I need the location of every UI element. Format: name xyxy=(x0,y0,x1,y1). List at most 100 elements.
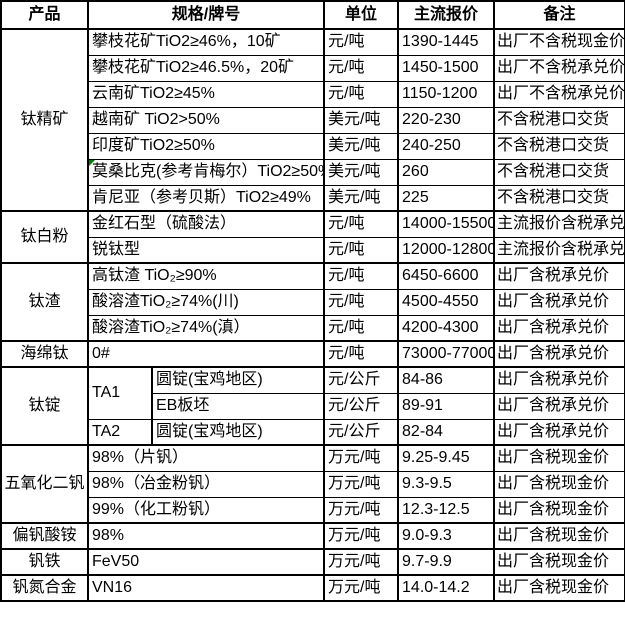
price-cell: 6450-6600 xyxy=(397,262,496,290)
price-cell: 220-230 xyxy=(397,106,496,134)
note-cell: 不含税港口交货 xyxy=(493,184,625,212)
unit-cell: 万元/吨 xyxy=(323,522,400,550)
price-cell: 82-84 xyxy=(397,418,496,446)
note-cell: 出厂含税现金价 xyxy=(493,444,625,472)
spec-cell: 金红石型（硫酸法） xyxy=(86,210,326,238)
price-cell: 1390-1445 xyxy=(397,28,496,56)
spec-cell: 莫桑比克(参考肯梅尔）TiO2≥50% xyxy=(86,158,326,186)
price-cell: 240-250 xyxy=(397,132,496,160)
spec-cell: 98%（冶金粉钒） xyxy=(86,470,326,498)
unit-cell: 元/吨 xyxy=(323,236,400,264)
product-cell: 钛渣 xyxy=(0,262,89,342)
spec-cell: 肯尼亚（参考贝斯）TiO2≥49% xyxy=(86,184,326,212)
note-cell: 出厂含税承兑价 xyxy=(493,366,625,394)
table-row: 钛白粉 金红石型（硫酸法） 元/吨 14000-15500 主流报价含税承兑 xyxy=(0,210,625,264)
comment-marker-triangle-icon xyxy=(90,160,95,166)
product-cell: 偏钒酸铵 xyxy=(0,522,89,550)
spec-cell: EB板坯 xyxy=(150,392,326,420)
table-row: 攀枝花矿TiO2≥46.5%，20矿 元/吨 1450-1500 出厂不含税承兑… xyxy=(1,54,625,82)
table-row: TA2 圆锭(宝鸡地区) 元/公斤 82-84 出厂含税承兑价 xyxy=(1,418,625,446)
note-cell: 出厂含税现金价 xyxy=(493,496,625,524)
unit-cell: 元/公斤 xyxy=(323,392,400,420)
note-cell: 出厂不含税承兑价 xyxy=(493,54,625,82)
col-header-price: 主流报价 xyxy=(397,0,496,30)
unit-cell: 万元/吨 xyxy=(323,574,400,602)
price-cell: 89-91 xyxy=(397,392,496,420)
table-row: 肯尼亚（参考贝斯）TiO2≥49% 美元/吨 225 不含税港口交货 xyxy=(1,184,625,212)
note-cell: 出厂含税承兑价 xyxy=(493,314,625,342)
unit-cell: 美元/吨 xyxy=(323,158,400,186)
unit-cell: 元/吨 xyxy=(323,54,400,82)
spec-cell: 圆锭(宝鸡地区) xyxy=(150,418,326,446)
table-row: 锐钛型 元/吨 12000-12800 主流报价含税承兑 xyxy=(1,236,625,264)
unit-cell: 美元/吨 xyxy=(323,132,400,160)
note-cell: 出厂不含税现金价 xyxy=(493,28,625,56)
note-cell: 主流报价含税承兑 xyxy=(493,210,625,238)
table-row: 越南矿 TiO2>50% 美元/吨 220-230 不含税港口交货 xyxy=(1,106,625,134)
table-row: 酸溶渣TiO₂≥74%(滇） 元/吨 4200-4300 出厂含税承兑价 xyxy=(1,314,625,342)
spec-cell: 酸溶渣TiO₂≥74%(滇） xyxy=(86,314,326,342)
price-cell: 260 xyxy=(397,158,496,186)
spec-cell: VN16 xyxy=(86,574,326,602)
unit-cell: 元/吨 xyxy=(323,28,400,56)
col-header-spec: 规格/牌号 xyxy=(86,0,326,30)
unit-cell: 元/公斤 xyxy=(323,418,400,446)
spec-cell: FeV50 xyxy=(86,548,326,576)
spec-cell: 高钛渣 TiO₂≥90% xyxy=(86,262,326,290)
grade-cell: TA2 xyxy=(87,418,153,446)
table-row: 偏钒酸铵 98% 万元/吨 9.0-9.3 出厂含税现金价 xyxy=(0,522,625,550)
price-cell: 4500-4550 xyxy=(397,288,496,316)
unit-cell: 元/吨 xyxy=(323,262,400,290)
product-cell: 海绵钛 xyxy=(0,340,89,368)
table-row: 海绵钛 0# 元/吨 73000-77000 出厂含税承兑价 xyxy=(0,340,625,368)
price-cell: 1150-1200 xyxy=(397,80,496,108)
col-header-unit: 单位 xyxy=(323,0,400,30)
price-cell: 9.3-9.5 xyxy=(397,470,496,498)
grade-cell: TA1 xyxy=(87,366,153,420)
unit-cell: 万元/吨 xyxy=(323,444,400,472)
spec-cell: 99%（化工粉钒） xyxy=(86,496,326,524)
price-cell: 73000-77000 xyxy=(397,340,496,368)
table-row: 钛精矿 攀枝花矿TiO2≥46%，10矿 元/吨 1390-1445 出厂不含税… xyxy=(0,28,625,212)
price-cell: 84-86 xyxy=(397,366,496,394)
spec-cell: 云南矿TiO2≥45% xyxy=(86,80,326,108)
unit-cell: 元/公斤 xyxy=(323,366,400,394)
table-row: 五氧化二钒 98%（片钒） 万元/吨 9.25-9.45 出厂含税现金价 xyxy=(0,444,625,524)
header-row: 产品 规格/牌号 单位 主流报价 备注 xyxy=(0,0,625,30)
unit-cell: 元/吨 xyxy=(323,340,400,368)
unit-cell: 元/吨 xyxy=(323,314,400,342)
product-cell: 钒氮合金 xyxy=(0,574,89,602)
note-cell: 出厂含税承兑价 xyxy=(493,262,625,290)
unit-cell: 元/吨 xyxy=(323,210,400,238)
spec-text: 莫桑比克(参考肯梅尔）TiO2≥50% xyxy=(92,163,325,181)
note-cell: 出厂含税现金价 xyxy=(493,574,625,602)
unit-cell: 元/吨 xyxy=(323,80,400,108)
table-row: 钛锭 TA1 圆锭(宝鸡地区) 元/公斤 84-86 出厂含税承兑价 xyxy=(0,366,625,446)
table-row: 98%（冶金粉钒） 万元/吨 9.3-9.5 出厂含税现金价 xyxy=(1,470,625,498)
table-row: 99%（化工粉钒） 万元/吨 12.3-12.5 出厂含税现金价 xyxy=(1,496,625,524)
product-cell: 钛精矿 xyxy=(0,28,89,212)
spec-cell: 圆锭(宝鸡地区) xyxy=(150,366,326,394)
col-header-note: 备注 xyxy=(493,0,625,30)
spec-cell: 印度矿TiO2≥50% xyxy=(86,132,326,160)
price-cell: 12000-12800 xyxy=(397,236,496,264)
note-cell: 不含税港口交货 xyxy=(493,158,625,186)
unit-cell: 元/吨 xyxy=(323,288,400,316)
price-cell: 1450-1500 xyxy=(397,54,496,82)
note-cell: 出厂含税现金价 xyxy=(493,522,625,550)
note-cell: 出厂不含税承兑价 xyxy=(493,80,625,108)
price-cell: 9.0-9.3 xyxy=(397,522,496,550)
table-row: 云南矿TiO2≥45% 元/吨 1150-1200 出厂不含税承兑价 xyxy=(1,80,625,108)
price-table: 产品 规格/牌号 单位 主流报价 备注 钛精矿 攀枝花矿TiO2≥46%，10矿… xyxy=(0,0,625,602)
unit-cell: 万元/吨 xyxy=(323,548,400,576)
product-cell: 钛白粉 xyxy=(0,210,89,264)
spec-cell: 98%（片钒） xyxy=(86,444,326,472)
spec-cell: 锐钛型 xyxy=(86,236,326,264)
note-cell: 出厂含税承兑价 xyxy=(493,418,625,446)
price-cell: 4200-4300 xyxy=(397,314,496,342)
note-cell: 出厂含税现金价 xyxy=(493,548,625,576)
note-cell: 不含税港口交货 xyxy=(493,132,625,160)
price-cell: 9.7-9.9 xyxy=(397,548,496,576)
unit-cell: 美元/吨 xyxy=(323,184,400,212)
note-cell: 出厂含税现金价 xyxy=(493,470,625,498)
